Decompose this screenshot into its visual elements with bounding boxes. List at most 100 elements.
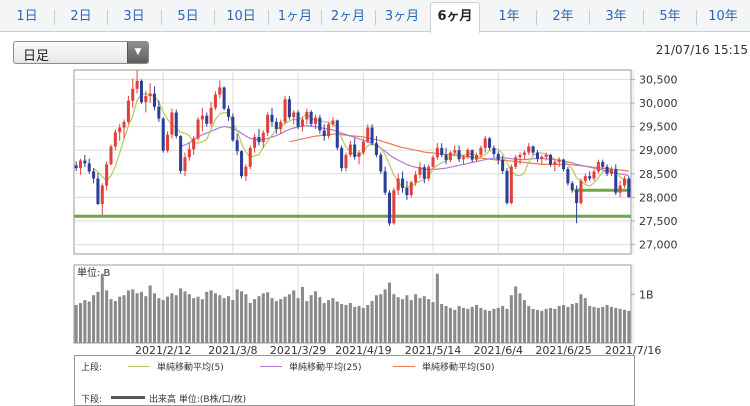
volume-bar [527,305,531,343]
tab-separator [375,10,376,25]
candle-body [553,162,557,165]
candle-period-select[interactable]: 日足 ▼ [13,41,149,64]
volume-bar [327,300,331,343]
candle-body [557,159,561,162]
candle-body [139,80,143,103]
tab-5[interactable]: 10日 [226,9,256,24]
candle-body [592,171,596,179]
volume-bar [92,295,96,343]
tab-separator [107,10,108,25]
candle-body [514,157,518,167]
volume-bar [96,291,100,343]
chevron-down-icon[interactable]: ▼ [127,42,148,63]
tab-12[interactable]: 3年 [605,9,627,24]
volume-bar [466,308,470,343]
candle-body [105,164,109,186]
volume-bar [496,307,500,343]
candle-body [152,93,157,107]
volume-bar [131,289,135,343]
candle-body [535,152,539,159]
price-plot-frame [73,69,632,255]
candle-body [501,159,505,171]
volume-bar [109,299,113,343]
volume-bar [205,291,209,343]
candle-body [374,143,378,155]
volume-bar [200,299,204,343]
tab-11[interactable]: 2年 [552,9,574,24]
price-tick-label: 29,500 [639,121,678,134]
volume-bar [192,298,196,343]
volume-bar [457,305,461,343]
volume-bar [548,307,553,343]
legend-volume-label: 出来高 単位:(B株/口/枚) [149,395,247,405]
volume-bar [570,304,574,343]
tab-1[interactable]: 1日 [16,9,38,24]
candle-body [474,154,479,160]
tab-4[interactable]: 5日 [177,9,199,24]
candle-body [296,112,300,127]
candle-body [505,170,509,204]
tab-14[interactable]: 10年 [708,9,738,24]
tab-8[interactable]: 3ヶ月 [384,9,420,24]
candle-body [309,111,313,124]
price-tick-label: 29,000 [639,144,678,157]
volume-bar [309,295,313,343]
candle-body [431,157,435,167]
volume-bar [74,304,78,343]
tab-2[interactable]: 2日 [70,9,92,24]
volume-bar [240,291,244,343]
candle-body [161,118,165,151]
tab-10[interactable]: 1年 [498,9,520,24]
candle-body [401,178,405,188]
volume-bar [209,290,213,343]
candle-body [509,166,513,204]
volume-unit-label: 単位: B [77,266,111,279]
legend-sma5-swatch [128,366,150,367]
tab-separator [161,10,162,25]
candle-body [353,144,357,157]
volume-bar [544,308,548,343]
legend-upper-label: 上段: [81,363,103,373]
candle-body [418,167,422,175]
candle-body [461,157,465,160]
candle-body [279,121,283,129]
tab-6[interactable]: 1ヶ月 [277,9,313,24]
candle-body [392,190,396,224]
candle-body [122,121,126,128]
candle-body [157,106,161,119]
candle-body [300,119,304,127]
volume-bar [505,308,509,343]
volume-bar [444,305,448,343]
volume-bar [379,294,383,343]
volume-bar [387,282,392,343]
candle-body [196,119,200,139]
tab-separator [54,10,55,25]
tab-13[interactable]: 5年 [659,9,681,24]
candle-body [118,127,122,133]
candle-body [340,147,344,169]
tab-separator [268,10,269,25]
tab-7[interactable]: 2ヶ月 [330,9,366,24]
volume-bar [113,301,117,343]
candle-body [605,166,609,174]
candle-body [113,132,117,147]
candle-body [527,146,531,153]
candle-body [492,147,496,154]
candle-body [440,147,444,155]
tab-9[interactable]: 6ヶ月 [430,2,480,33]
volume-bar [222,298,226,343]
volume-bar [179,288,183,343]
tab-3[interactable]: 3日 [123,9,145,24]
volume-bar [509,295,513,343]
candle-body [548,154,553,165]
candle-body [235,140,239,152]
candle-body [427,166,431,179]
sma5-line [93,92,630,189]
volume-bar [270,298,274,343]
candle-body [479,147,483,155]
volume-bar [579,294,583,343]
candle-body [387,192,392,224]
volume-bar [170,293,174,343]
volume-bar [118,296,122,343]
candle-body [566,169,570,184]
